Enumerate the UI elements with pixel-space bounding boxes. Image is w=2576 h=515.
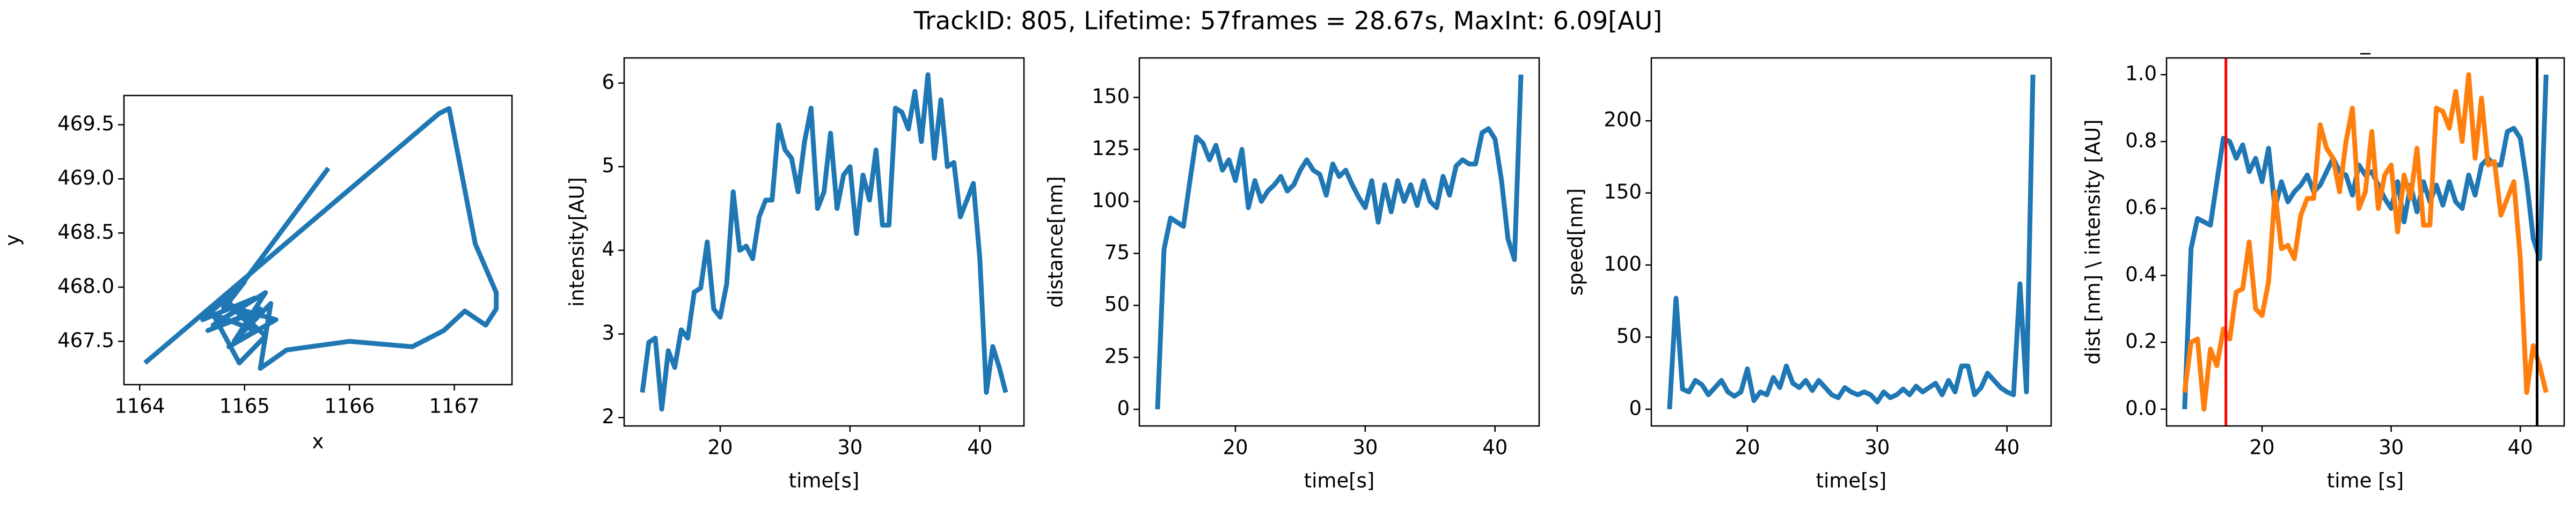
x-tick-label: 30 (2379, 436, 2404, 459)
y-tick-label: 25 (1104, 345, 1130, 368)
y-tick-label: 50 (1616, 325, 1642, 348)
y-tick-label: 0.8 (2125, 129, 2157, 152)
y-axis-label: intensity[AU] (566, 177, 589, 307)
data-line (2182, 75, 2549, 409)
y-tick-label: 467.5 (57, 329, 114, 352)
y-tick-label: 5 (602, 154, 614, 177)
x-tick-label: 20 (707, 436, 733, 459)
x-axis-label: time[s] (1304, 469, 1375, 492)
x-tick-label: 1167 (429, 395, 479, 418)
y-tick-label: 150 (1604, 180, 1642, 203)
axes-frame (123, 94, 513, 386)
x-tick-label: 20 (1223, 436, 1248, 459)
axes-frame (1138, 57, 1540, 427)
y-axis-label: dist [nm] \ intensity [AU] (2082, 119, 2105, 364)
data-line (143, 106, 499, 371)
axes-title: _ (2360, 32, 2370, 55)
y-tick-label: 0 (1117, 396, 1130, 420)
y-tick-label: 75 (1104, 241, 1130, 264)
x-axis-label: time[s] (789, 469, 860, 492)
y-tick-label: 0.6 (2125, 196, 2157, 219)
y-tick-label: 468.5 (57, 220, 114, 244)
y-axis-label: speed[nm] (1564, 188, 1587, 296)
y-tick-label: 1.0 (2125, 62, 2157, 85)
x-tick-label: 30 (1352, 436, 1378, 459)
y-tick-label: 469.0 (57, 166, 114, 189)
axes-frame (623, 57, 1025, 427)
x-tick-label: 20 (2249, 436, 2274, 459)
data-line (2182, 72, 2549, 412)
x-tick-label: 1164 (114, 395, 165, 418)
x-tick-label: 1165 (219, 395, 270, 418)
x-tick-label: 40 (2508, 436, 2533, 459)
x-axis-label: time [s] (2327, 469, 2404, 492)
y-tick-label: 50 (1104, 293, 1130, 316)
y-axis-label: y (1, 234, 24, 246)
x-tick-label: 40 (1994, 436, 2019, 459)
x-tick-label: 30 (1864, 436, 1890, 459)
data-line (1155, 74, 1524, 410)
y-tick-label: 2 (602, 405, 614, 428)
y-tick-label: 0.0 (2125, 396, 2157, 420)
y-tick-label: 469.5 (57, 112, 114, 135)
y-tick-label: 3 (602, 321, 614, 344)
y-tick-label: 0 (1629, 396, 1642, 420)
figure-title: TrackID: 805, Lifetime: 57frames = 28.67… (913, 6, 1663, 35)
x-tick-label: 1166 (324, 395, 375, 418)
x-axis-label: time[s] (1816, 469, 1887, 492)
y-tick-label: 0.2 (2125, 330, 2157, 353)
x-tick-label: 40 (967, 436, 992, 459)
y-tick-label: 100 (1092, 189, 1130, 212)
y-tick-label: 150 (1092, 85, 1130, 108)
y-tick-label: 100 (1604, 253, 1642, 276)
axes-frame (1650, 57, 2052, 427)
y-tick-label: 6 (602, 70, 614, 93)
x-tick-label: 20 (1735, 436, 1760, 459)
y-tick-label: 4 (602, 238, 614, 261)
x-axis-label: x (312, 430, 324, 453)
y-tick-label: 200 (1604, 108, 1642, 131)
y-tick-label: 125 (1092, 137, 1130, 160)
axes-frame (2165, 57, 2565, 427)
y-tick-label: 0.4 (2125, 263, 2157, 286)
x-tick-label: 30 (837, 436, 862, 459)
data-line (640, 72, 1008, 412)
data-line (1667, 75, 2036, 410)
y-axis-label: distance[nm] (1044, 176, 1067, 307)
x-tick-label: 40 (1482, 436, 1507, 459)
y-tick-label: 468.0 (57, 275, 114, 298)
